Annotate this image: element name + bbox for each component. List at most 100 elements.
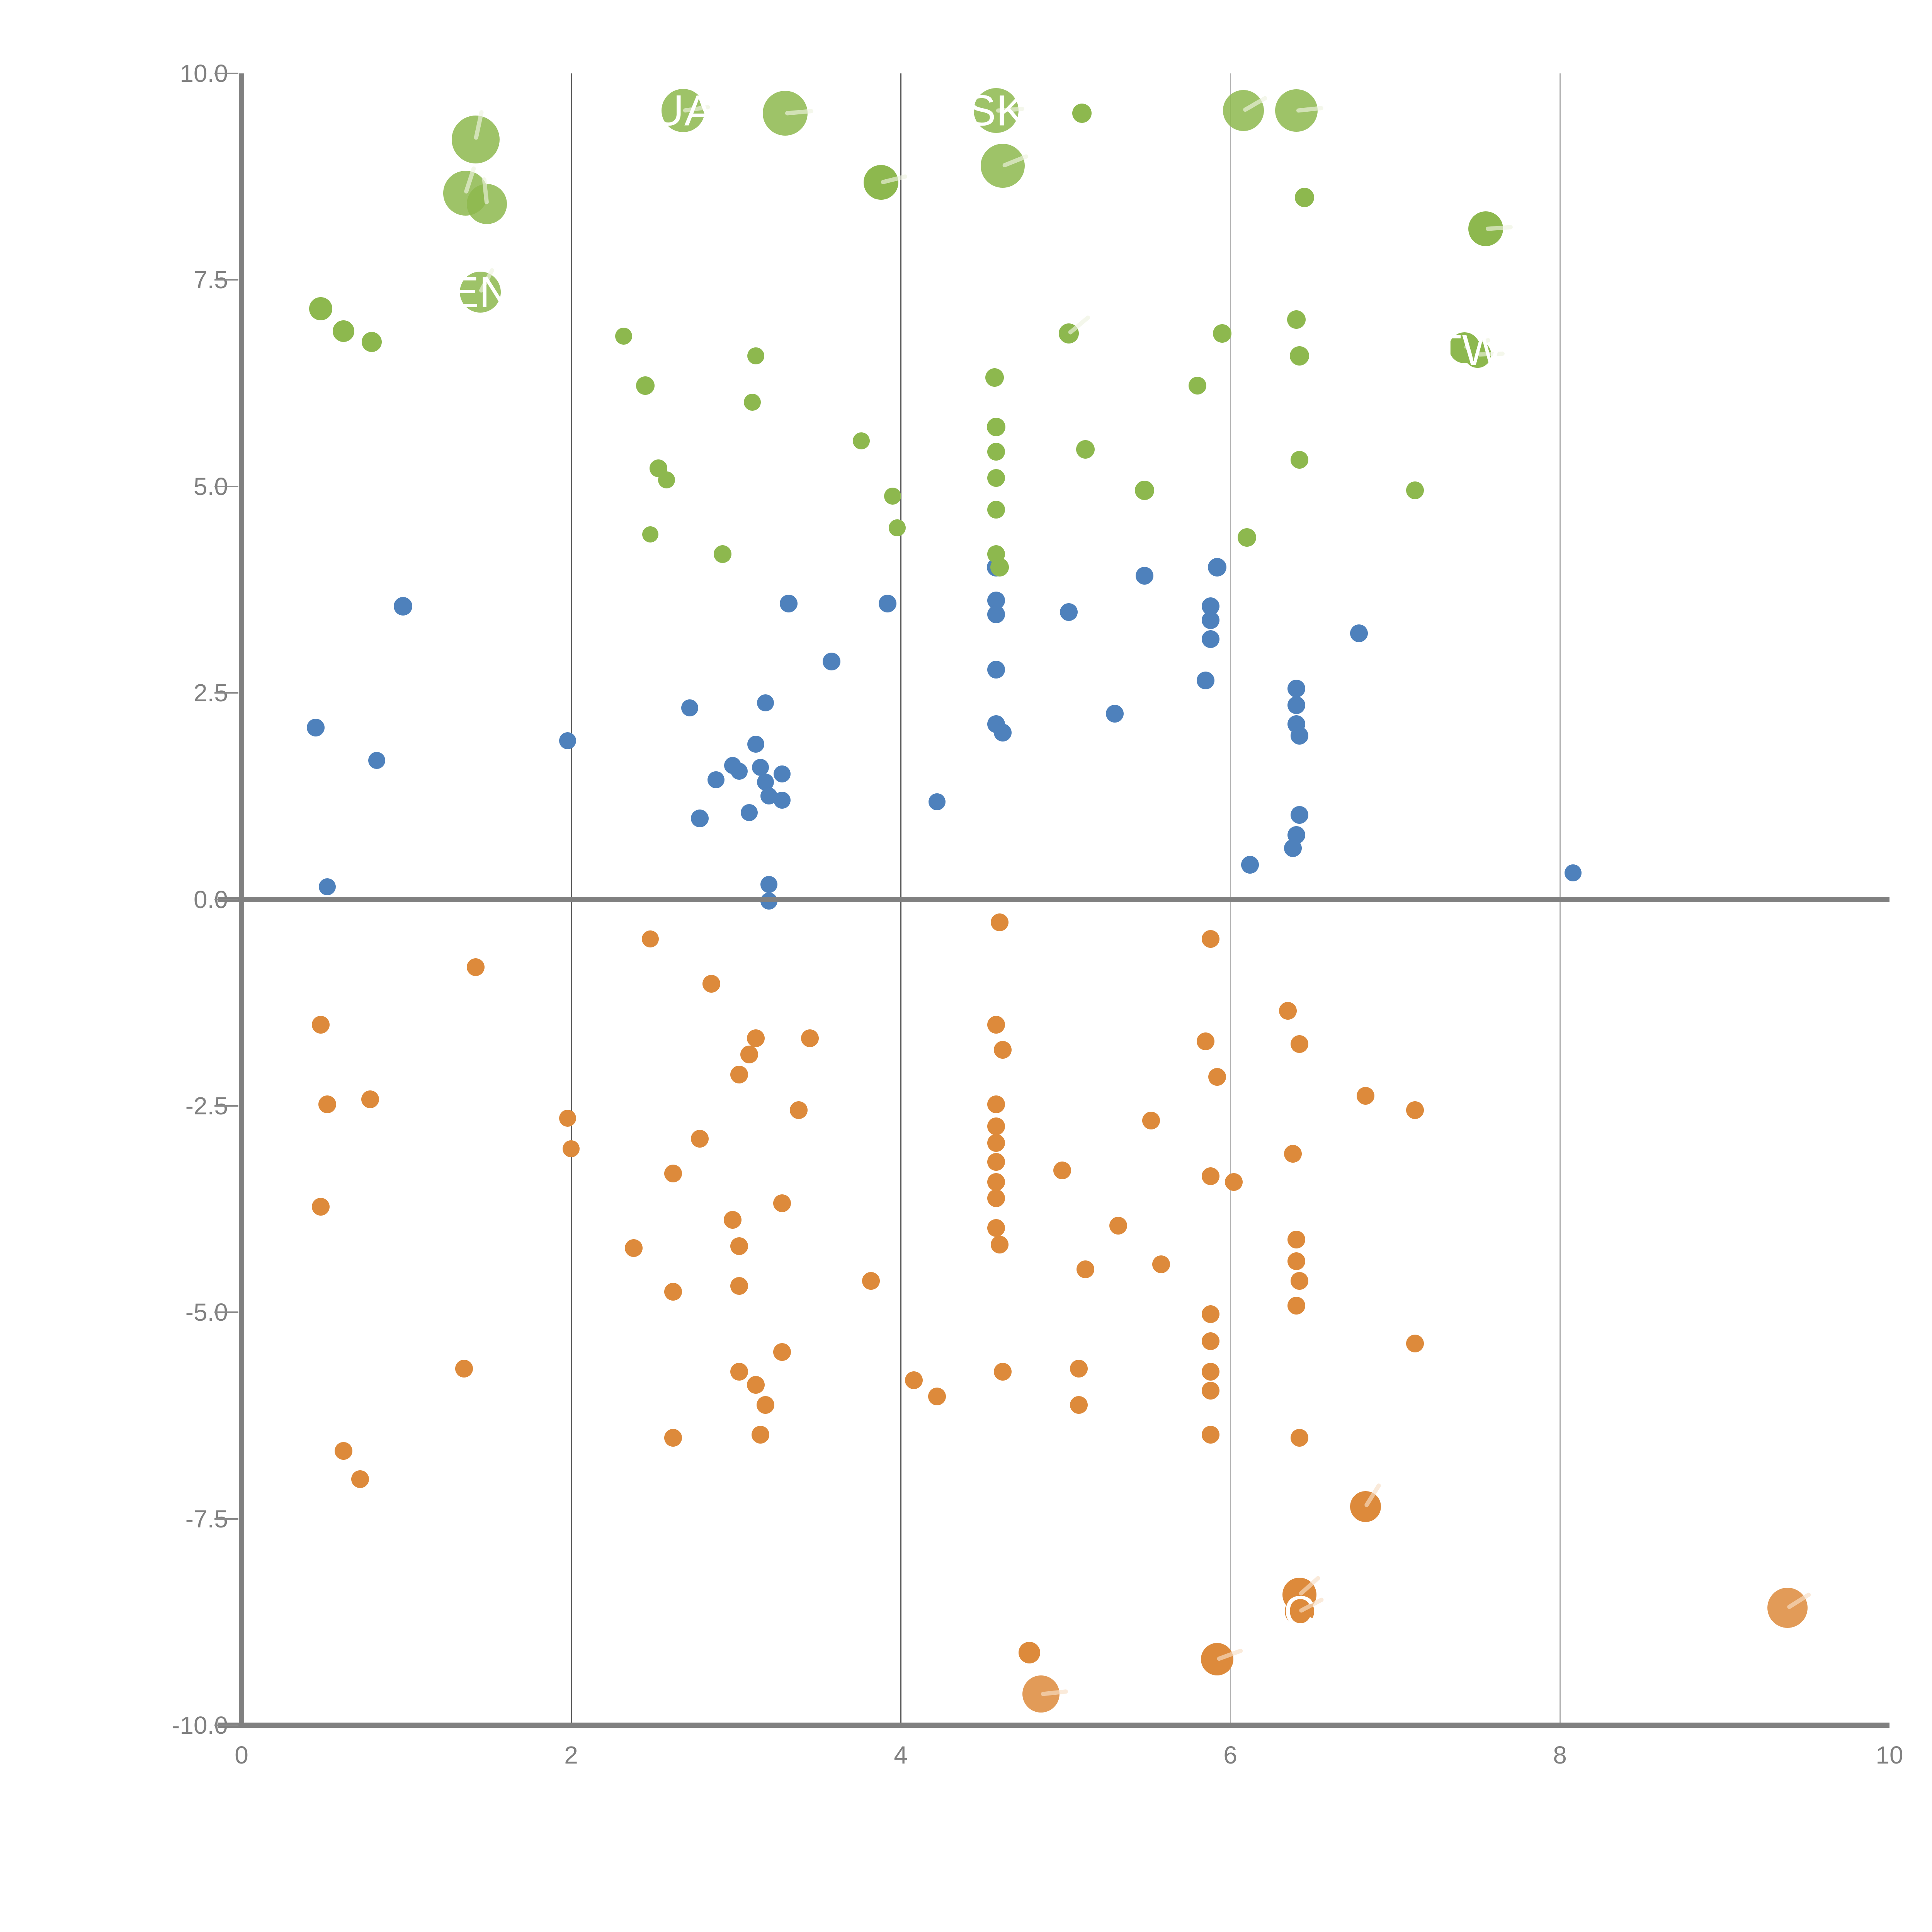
y-tick-8	[214, 1725, 238, 1726]
data-point	[559, 1109, 577, 1127]
data-point	[730, 1363, 748, 1381]
data-point	[563, 1140, 580, 1158]
data-point	[1201, 1425, 1219, 1444]
data-point	[559, 732, 577, 750]
data-point	[994, 1041, 1012, 1059]
data-point	[987, 1153, 1005, 1171]
data-point	[987, 605, 1005, 624]
data-point	[789, 1101, 808, 1119]
data-point	[1136, 566, 1154, 585]
data-point	[752, 759, 769, 776]
data-point	[1201, 930, 1219, 948]
data-point	[928, 1388, 946, 1406]
data-point	[664, 1165, 682, 1183]
data-point	[1468, 211, 1503, 246]
data-point	[1287, 1297, 1305, 1315]
data-point	[1213, 324, 1231, 343]
data-point	[1201, 1382, 1219, 1400]
data-point	[747, 347, 764, 365]
data-point	[1201, 611, 1219, 629]
data-point	[1464, 340, 1491, 368]
data-point	[747, 1029, 765, 1047]
data-point	[361, 1090, 379, 1108]
data-point	[368, 752, 385, 769]
data-point	[760, 876, 777, 893]
data-point	[306, 718, 325, 736]
data-point	[1070, 1396, 1088, 1414]
data-point	[863, 165, 898, 200]
data-point	[1237, 528, 1256, 547]
data-point	[730, 1065, 748, 1083]
data-point	[1291, 806, 1309, 824]
data-point	[994, 723, 1012, 742]
data-point	[987, 1219, 1005, 1237]
data-point	[1208, 1068, 1226, 1086]
data-point	[1109, 1216, 1127, 1235]
data-point	[723, 1211, 742, 1229]
y-tick-7	[214, 1518, 238, 1520]
data-point	[1201, 1363, 1219, 1381]
data-point	[801, 1029, 819, 1047]
data-point	[658, 471, 675, 488]
data-point	[1291, 727, 1309, 745]
data-point	[1767, 1588, 1808, 1628]
data-point	[664, 1282, 682, 1301]
x-axis-spine	[218, 1723, 1889, 1728]
y-tick-5	[214, 1105, 238, 1107]
x-tick-label-1: 2	[564, 1741, 578, 1769]
data-point	[987, 1016, 1005, 1034]
data-point	[987, 469, 1005, 487]
data-point	[773, 1343, 791, 1361]
data-point	[1208, 558, 1226, 577]
data-point	[1142, 1112, 1160, 1130]
y-tick-4	[214, 898, 238, 900]
data-point	[1106, 704, 1124, 723]
data-point	[987, 1095, 1005, 1113]
y-tick-0	[214, 73, 238, 74]
data-point	[1287, 1252, 1305, 1270]
data-point	[744, 393, 761, 411]
data-point	[1223, 90, 1264, 131]
x-tick-label-0: 0	[235, 1741, 248, 1769]
data-point	[987, 1134, 1005, 1152]
data-point	[1356, 1087, 1374, 1105]
y-tick-2	[214, 485, 238, 487]
data-point	[773, 1194, 791, 1213]
x-tick-label-2: 4	[894, 1741, 908, 1769]
data-point	[690, 1130, 709, 1148]
data-point	[763, 90, 808, 136]
data-point	[460, 272, 501, 313]
data-point	[1287, 680, 1305, 698]
data-point	[757, 694, 774, 711]
data-point	[990, 1235, 1009, 1253]
data-point	[1291, 1035, 1309, 1053]
data-point	[318, 878, 336, 896]
data-point	[1291, 1429, 1309, 1447]
data-point	[690, 810, 709, 828]
data-point	[1350, 1491, 1381, 1522]
data-point	[702, 975, 720, 993]
data-point	[974, 88, 1019, 133]
data-point	[466, 958, 485, 976]
data-point	[1287, 696, 1305, 714]
data-point	[1201, 1167, 1219, 1185]
data-point	[664, 1429, 682, 1447]
data-point	[451, 116, 500, 163]
data-point	[779, 595, 798, 613]
data-point	[987, 417, 1006, 436]
data-point	[351, 1470, 369, 1488]
data-point	[1350, 624, 1368, 643]
data-point	[1565, 864, 1582, 882]
data-point	[625, 1239, 643, 1257]
data-point	[1285, 1597, 1315, 1626]
x-tick-label-4: 8	[1553, 1741, 1567, 1769]
data-point	[1197, 1032, 1215, 1051]
data-point	[878, 595, 896, 613]
data-point	[1291, 1272, 1309, 1290]
data-point	[311, 1197, 330, 1216]
data-point	[662, 89, 705, 133]
data-point	[1135, 481, 1155, 500]
y-tick-1	[214, 279, 238, 281]
data-point	[714, 545, 732, 563]
